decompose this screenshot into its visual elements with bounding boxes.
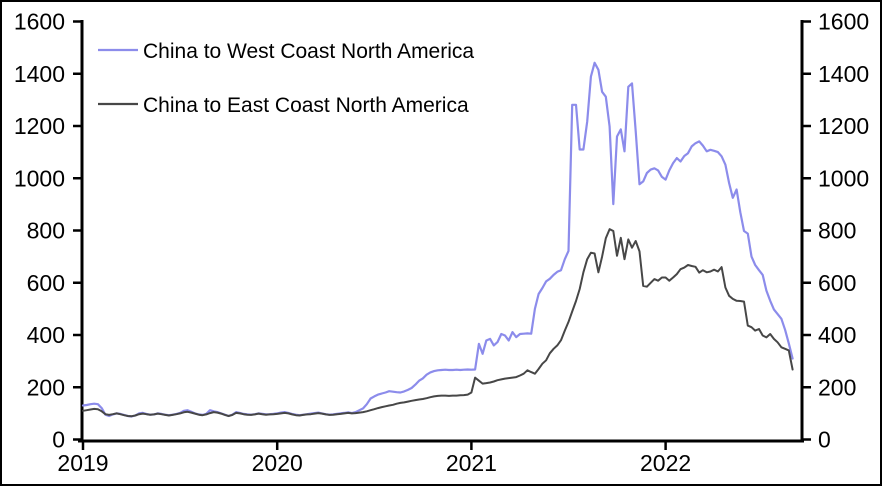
y-axis-right-ticks: 0 200 400 600 800 1000 1200 1400 1600 xyxy=(802,9,869,453)
y-tick-label-left: 600 xyxy=(27,270,65,296)
y-tick-label-right: 200 xyxy=(818,374,856,400)
legend: China to West Coast North America China … xyxy=(98,40,474,117)
y-tick-label-left: 400 xyxy=(27,322,65,348)
axis-frame xyxy=(78,20,804,443)
y-tick-label-right: 1400 xyxy=(818,61,869,87)
y-tick-label-right: 0 xyxy=(818,427,831,453)
x-tick-label: 2021 xyxy=(446,450,497,476)
series-line-east-coast xyxy=(82,228,794,418)
x-tick-label: 2022 xyxy=(640,450,691,476)
y-tick-label-left: 800 xyxy=(27,218,65,244)
y-tick-label-left: 1600 xyxy=(14,9,65,35)
y-tick-label-right: 400 xyxy=(818,322,856,348)
y-tick-label-left: 1000 xyxy=(14,165,65,191)
y-tick-label-left: 0 xyxy=(52,427,65,453)
y-tick-label-right: 1600 xyxy=(818,9,869,35)
y-tick-label-left: 200 xyxy=(27,374,65,400)
y-tick-label-right: 800 xyxy=(818,218,856,244)
x-tick-label: 2020 xyxy=(252,450,303,476)
y-tick-label-right: 600 xyxy=(818,270,856,296)
y-axis-left-ticks: 0 200 400 600 800 1000 1200 1400 1600 xyxy=(14,9,82,453)
legend-label-east: China to East Coast North America xyxy=(143,94,469,117)
y-tick-label-right: 1000 xyxy=(818,165,869,191)
legend-label-west: China to West Coast North America xyxy=(143,40,474,63)
y-tick-label-right: 1200 xyxy=(818,113,869,139)
series-lines xyxy=(81,61,794,418)
y-tick-label-left: 1200 xyxy=(14,113,65,139)
y-tick-label-left: 1400 xyxy=(14,61,65,87)
x-axis-ticks: 2019 2020 2021 2022 xyxy=(57,441,691,476)
x-tick-label: 2019 xyxy=(57,450,108,476)
